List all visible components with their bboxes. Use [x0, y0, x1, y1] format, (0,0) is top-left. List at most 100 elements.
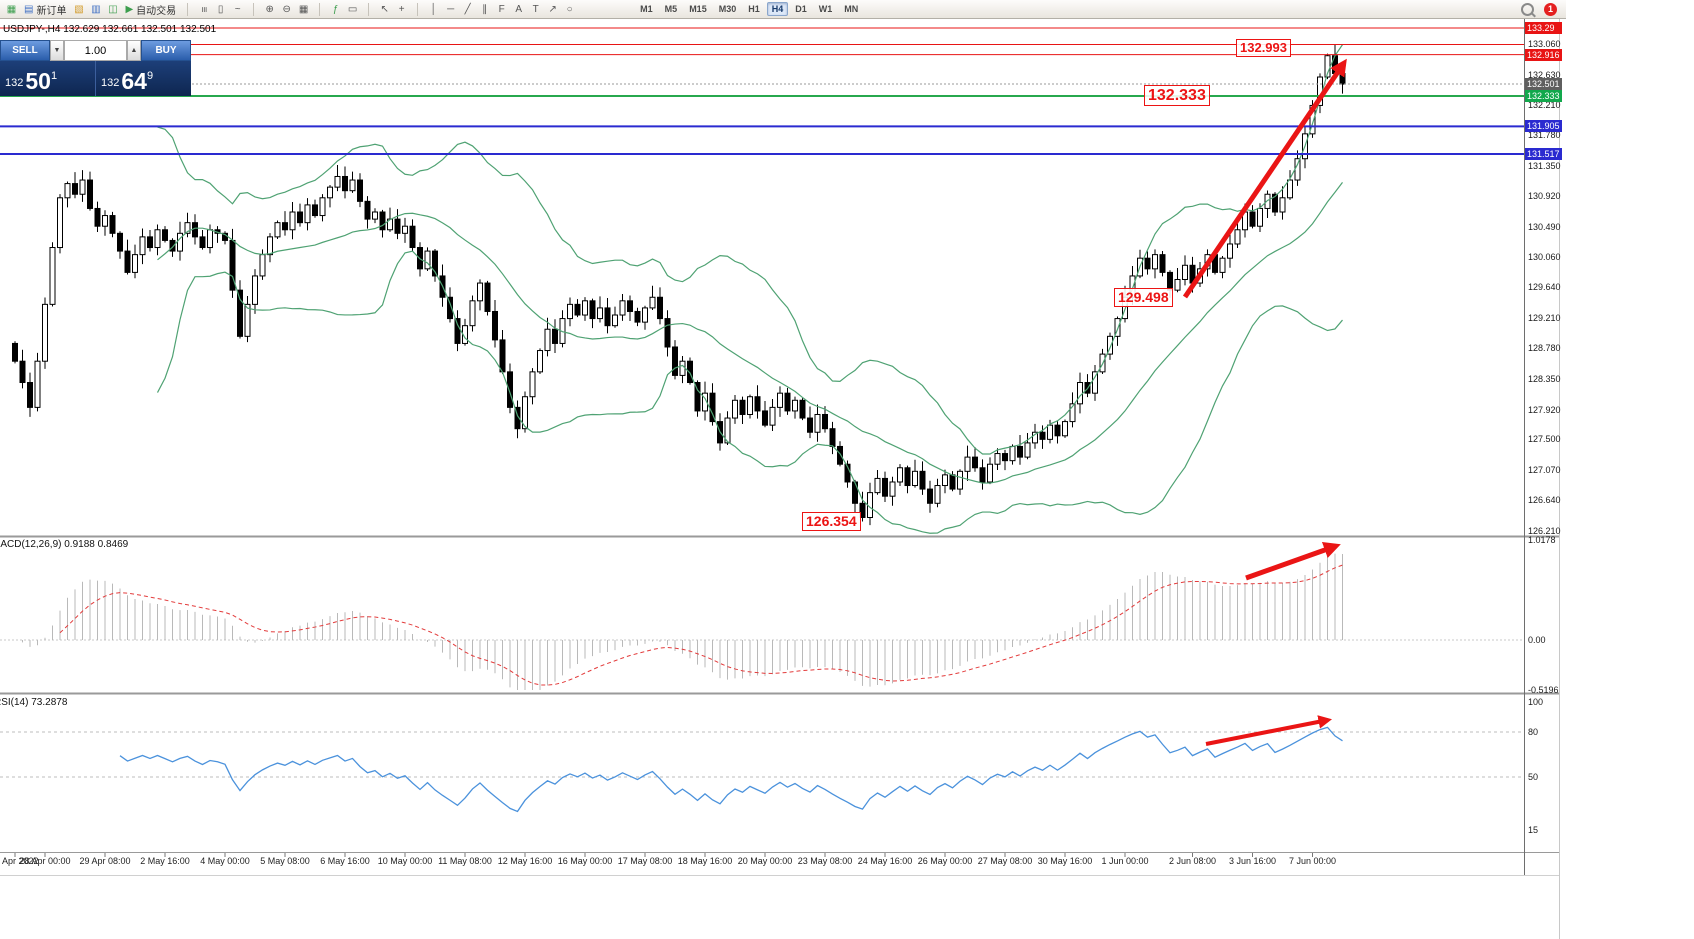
autotrading-button[interactable]: ▶ 自动交易	[121, 2, 180, 17]
toolbar-separator	[187, 2, 189, 16]
sell-price[interactable]: 132 50 1	[0, 61, 95, 96]
macd-indicator-label: MACD(12,26,9) 0.9188 0.8469	[0, 539, 129, 550]
time-label: 30 May 16:00	[1037, 856, 1093, 866]
price-tag[interactable]: 132.501	[1525, 78, 1562, 91]
candlestick-chart-type-icon[interactable]: ▯	[217, 3, 224, 15]
sell-price-big: 50	[25, 68, 51, 95]
volume-decrease-button[interactable]: ▼	[50, 40, 64, 61]
zoom-in-icon[interactable]: ⊕	[265, 3, 274, 15]
horizontal-line-tool-icon[interactable]: ─	[447, 3, 455, 15]
price-annotation[interactable]: 126.354	[802, 512, 861, 531]
volume-increase-button[interactable]: ▲	[127, 40, 141, 61]
time-label: 24 May 16:00	[857, 856, 913, 866]
buy-price[interactable]: 132 64 9	[95, 61, 191, 96]
time-label: 17 May 08:00	[617, 856, 673, 866]
buy-price-big: 64	[121, 68, 147, 95]
templates-icon[interactable]: ▭	[347, 3, 358, 15]
price-tick: 129.640	[1528, 282, 1561, 293]
time-label: 16 May 00:00	[557, 856, 613, 866]
price-tag[interactable]: 133.29	[1525, 22, 1562, 34]
line-chart-type-icon[interactable]: ~	[234, 3, 241, 15]
navigator-icon[interactable]: ◫	[108, 3, 118, 15]
toolbar: ▦ ▤ 新订单 ▧ ▥ ◫ ▶ 自动交易 ≡ ▯ ~ ⊕ ⊖ ▦ ƒ ▭ ↖ +…	[0, 0, 1566, 19]
data-window-icon[interactable]: ▥	[91, 3, 101, 15]
new-order-label: 新订单	[36, 5, 67, 17]
timeframe-h1[interactable]: H1	[748, 4, 760, 14]
channel-tool-icon[interactable]: ∥	[482, 3, 488, 15]
rsi-axis-label: 80	[1528, 727, 1539, 737]
timeframe-h4[interactable]: H4	[766, 2, 789, 16]
price-tag[interactable]: 132.916	[1525, 48, 1562, 61]
notification-badge[interactable]: 1	[1544, 2, 1557, 16]
timeframe-m1[interactable]: M1	[640, 4, 653, 14]
timeframe-d1[interactable]: D1	[795, 4, 807, 14]
toolbar-separator	[253, 2, 255, 16]
time-label: 11 May 08:00	[438, 856, 492, 866]
cursor-icon[interactable]: ↖	[380, 3, 389, 15]
toolbar-separator	[319, 2, 321, 16]
price-tick: 127.070	[1528, 464, 1561, 475]
price-tick: 131.780	[1528, 130, 1561, 141]
sell-button[interactable]: SELL	[0, 40, 50, 61]
bollinger-bands	[156, 44, 1343, 534]
autotrading-play-icon: ▶	[125, 3, 134, 15]
time-label: 26 May 00:00	[917, 856, 973, 866]
sell-price-prefix: 132	[5, 77, 24, 89]
price-tick: 132.210	[1528, 99, 1561, 110]
search-icon[interactable]	[1521, 2, 1534, 16]
timeframe-m15[interactable]: M15	[689, 4, 707, 14]
new-chart-icon[interactable]: ▦	[6, 3, 17, 15]
zoom-out-icon[interactable]: ⊖	[282, 3, 291, 15]
time-label: 29 Apr 08:00	[79, 856, 131, 866]
sell-price-sup: 1	[50, 70, 58, 82]
trend-arrows[interactable]	[1182, 58, 1347, 746]
toolbar-right-group: 1	[1521, 2, 1563, 16]
volume-input[interactable]	[64, 40, 127, 61]
price-annotation[interactable]: 129.498	[1114, 288, 1173, 307]
price-tick: 130.060	[1528, 252, 1561, 263]
new-order-icon: ▤	[24, 3, 34, 15]
shapes-tool-icon[interactable]: ○	[566, 3, 573, 15]
rsi-axis-label: 50	[1528, 772, 1539, 782]
price-annotation[interactable]: 132.993	[1236, 39, 1291, 57]
timeframe-m30[interactable]: M30	[718, 4, 737, 14]
price-annotation[interactable]: 132.333	[1144, 85, 1210, 107]
rsi-panel-graphics	[0, 726, 1524, 813]
timeframe-m5[interactable]: M5	[664, 4, 678, 14]
trendline-tool-icon[interactable]: ╱	[464, 3, 471, 15]
price-tag[interactable]: 132.333	[1525, 89, 1562, 102]
text-tool-icon[interactable]: A	[515, 3, 522, 15]
label-tool-icon[interactable]: T	[532, 3, 539, 15]
price-tag[interactable]: 131.517	[1525, 147, 1562, 160]
time-label: 2 May 16:00	[140, 856, 190, 866]
fibonacci-tool-icon[interactable]: F	[498, 3, 505, 15]
panel-frame	[0, 0, 1560, 939]
bar-chart-type-icon[interactable]: ≡	[198, 6, 210, 12]
time-axis-ticks	[14, 853, 1313, 857]
price-tag[interactable]: 131.905	[1525, 120, 1562, 133]
time-label: 1 Jun 00:00	[1101, 856, 1149, 866]
price-tick: 126.210	[1528, 525, 1561, 536]
bid-ask-display: 132 50 1 132 64 9	[0, 61, 191, 96]
time-label: 4 May 00:00	[200, 856, 250, 866]
price-tick: 127.500	[1528, 434, 1561, 445]
timeframe-mn[interactable]: MN	[844, 4, 859, 14]
indicators-icon[interactable]: ƒ	[332, 3, 339, 15]
macd-axis-label: 0.00	[1528, 635, 1546, 645]
arrow-tool-icon[interactable]: ↗	[548, 3, 557, 15]
tile-windows-icon[interactable]: ▦	[298, 3, 309, 15]
buy-button[interactable]: BUY	[141, 40, 191, 61]
time-label: 10 May 00:00	[377, 856, 433, 866]
price-tick: 130.920	[1528, 191, 1561, 202]
timeframe-w1[interactable]: W1	[818, 4, 833, 14]
vertical-line-tool-icon[interactable]: │	[430, 3, 437, 15]
price-axis: 133.060 132.630 132.210 131.780 131.350 130.9…	[1525, 0, 1562, 939]
rsi-axis-label: 15	[1528, 824, 1539, 835]
price-tick: 130.490	[1528, 221, 1561, 232]
price-tick: 133.060	[1528, 39, 1561, 50]
crosshair-icon[interactable]: +	[398, 3, 405, 15]
market-watch-icon[interactable]: ▧	[74, 3, 84, 15]
toolbar-separator	[417, 2, 419, 16]
new-order-button[interactable]: ▤ 新订单	[20, 2, 70, 17]
